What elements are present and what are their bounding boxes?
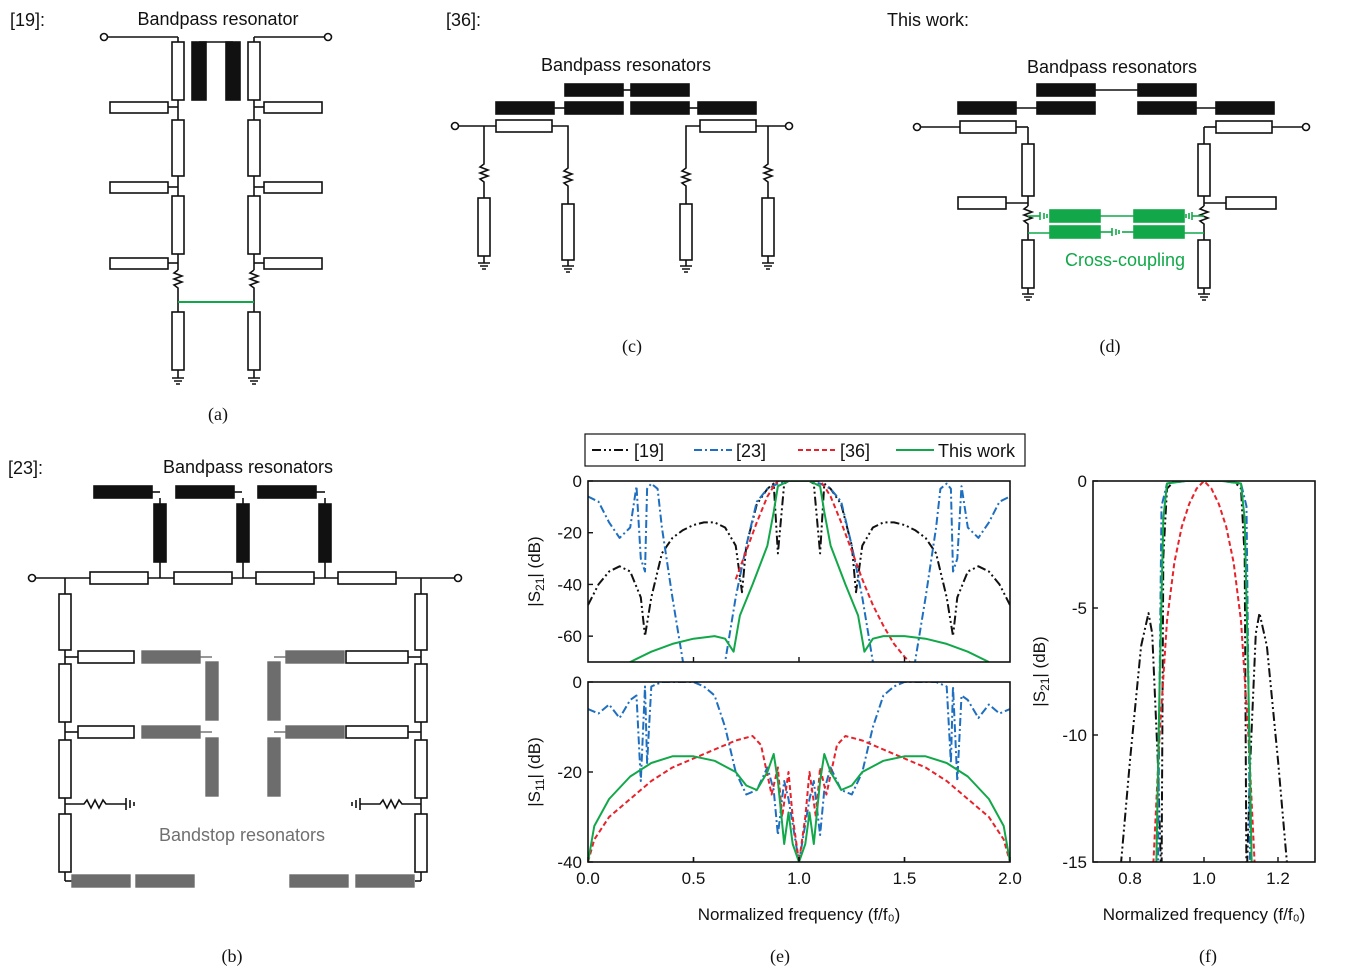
panel-b-bandstop-label: Bandstop resonators: [159, 825, 325, 845]
panel-d-schematic: [912, 83, 1311, 301]
panel-d-ref: This work:: [887, 10, 969, 30]
xtick-label-s11-wide-2: 1.0: [787, 869, 811, 888]
plot-frame-s11-wide: [587, 681, 1011, 863]
ytick-label-s21-wide-1: -20: [557, 524, 582, 543]
series-s11-wide-0: [588, 682, 1010, 862]
panel-c-ref: [36]:: [446, 10, 481, 30]
panel-c-caption: (c): [622, 336, 642, 357]
plot-frame-s21-wide: [587, 480, 1011, 663]
ytick-label-s11-wide-1: -20: [557, 763, 582, 782]
legend-label-0: [19]: [634, 441, 664, 461]
xtick-label-s11-wide-1: 0.5: [682, 869, 706, 888]
chart-s11-wide: 0 -20 -400.0 0.5 1.0 1.5 2.0 |S11| (dB) Normaliz…: [525, 673, 1022, 924]
panel-d-cross-coupling-label: Cross-coupling: [1065, 250, 1185, 270]
legend-label-2: [36]: [840, 441, 870, 461]
series-s21-wide-0: [588, 481, 1010, 638]
legend-box: [584, 433, 1026, 467]
xtick-label-s21-zoom-0: 0.8: [1118, 869, 1142, 888]
panel-c-schematic: [450, 83, 794, 273]
ytick-label-s21-zoom-0: 0: [1078, 472, 1087, 491]
series-s21-zoom-3: [1155, 481, 1253, 862]
panel-b-ref: [23]:: [8, 458, 43, 478]
xtick-label-s21-zoom-2: 1.2: [1266, 869, 1290, 888]
panel-a-ref: [19]:: [10, 10, 45, 30]
chart-s21-wide: 0 -20 -40 -60 |S21| (dB): [525, 472, 1011, 663]
xlabel-s21-zoom: Normalized frequency (f/f₀): [1103, 905, 1306, 924]
panel-b-schematic: [27, 485, 463, 882]
panel-d-title: Bandpass resonators: [1027, 57, 1197, 77]
xlabel-s11-wide: Normalized frequency (f/f₀): [698, 905, 901, 924]
series-s21-zoom-0: [1120, 481, 1288, 862]
ytick-label-s21-wide-0: 0: [573, 472, 582, 491]
ytick-label-s21-wide-2: -40: [557, 575, 582, 594]
ytick-label-s21-zoom-3: -15: [1062, 853, 1087, 872]
panel-b-title: Bandpass resonators: [163, 457, 333, 477]
series-s21-wide-2: [734, 481, 912, 662]
series-s21-zoom-1: [1157, 481, 1252, 862]
panel-d-caption: (d): [1100, 336, 1121, 357]
xtick-label-s11-wide-4: 2.0: [998, 869, 1022, 888]
ytick-label-s21-wide-3: -60: [557, 627, 582, 646]
panel-a-title: Bandpass resonator: [137, 9, 298, 29]
legend: [19] [23] [36] This work: [584, 433, 1026, 467]
panel-a-schematic: [99, 32, 333, 385]
chart-s21-zoom: 0 -5 -10 -15 0.8 1.0 1.2 |S21| (dB) Normalized f…: [1030, 472, 1316, 924]
series-s11-wide-1: [588, 735, 1010, 862]
legend-label-1: [23]: [736, 441, 766, 461]
panel-b-caption: (b): [222, 946, 243, 967]
series-s21-wide-1: [588, 481, 1010, 662]
legend-label-3: This work: [938, 441, 1016, 461]
xtick-label-s11-wide-0: 0.0: [576, 869, 600, 888]
series-s11-wide-2: [588, 753, 1010, 862]
panel-c-title: Bandpass resonators: [541, 55, 711, 75]
ytick-label-s21-zoom-1: -5: [1072, 599, 1087, 618]
xtick-label-s11-wide-3: 1.5: [893, 869, 917, 888]
panel-a-caption: (a): [208, 404, 228, 425]
xtick-label-s21-zoom-1: 1.0: [1192, 869, 1216, 888]
panel-b-bandstop-resonators: [71, 650, 415, 888]
panel-d-cross-coupling: [1028, 209, 1204, 239]
ylabel-s21-wide: |S21| (dB): [525, 536, 547, 606]
panel-f-caption: (f): [1199, 946, 1217, 967]
ytick-label-s11-wide-0: 0: [573, 673, 582, 692]
series-s21-zoom-2: [1152, 481, 1256, 862]
panel-e-caption: (e): [770, 946, 790, 967]
ylabel-s11-wide: |S11| (dB): [525, 737, 547, 807]
series-s21-wide-3: [628, 481, 990, 662]
ylabel-s21-zoom: |S21| (dB): [1030, 636, 1052, 706]
ytick-label-s11-wide-2: -40: [557, 853, 582, 872]
ytick-label-s21-zoom-2: -10: [1062, 726, 1087, 745]
